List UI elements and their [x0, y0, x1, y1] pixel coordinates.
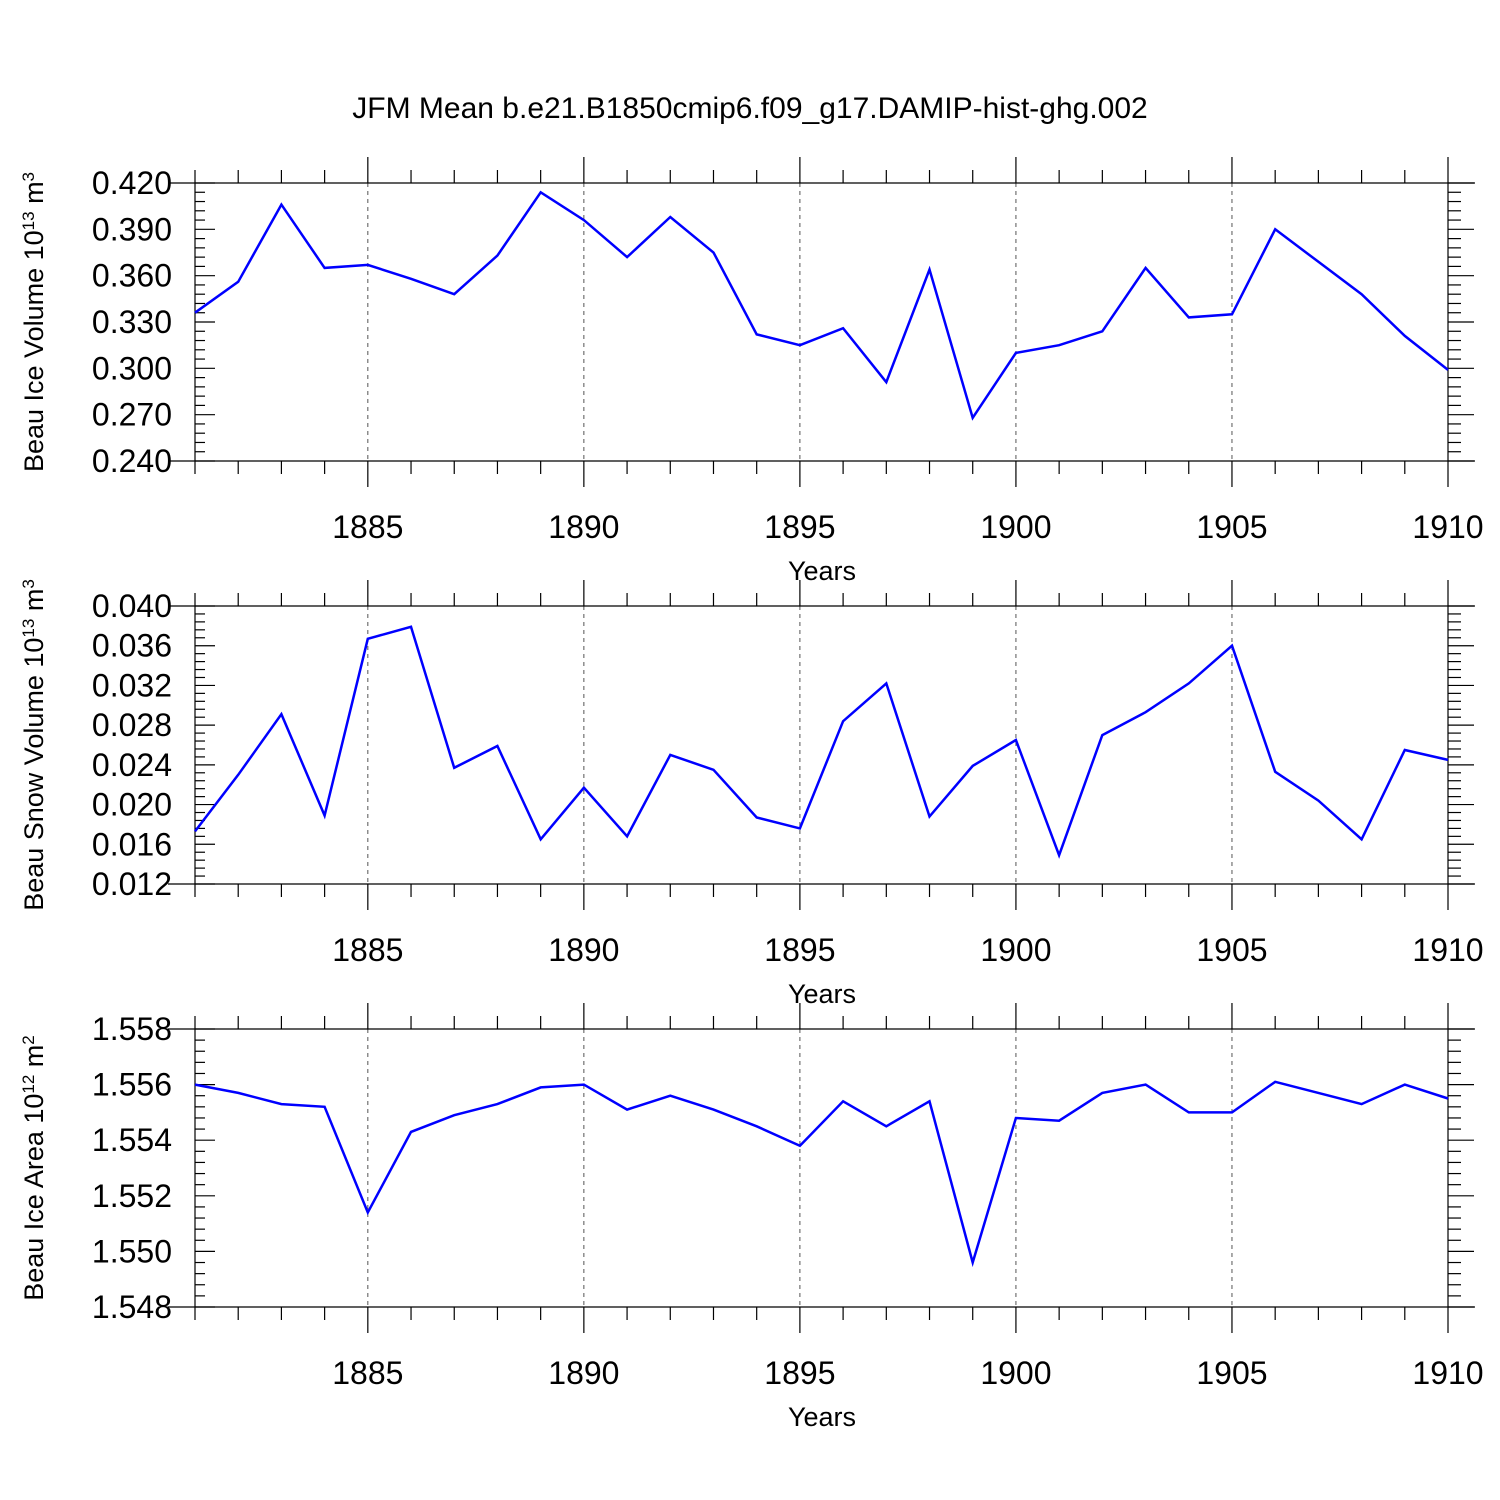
y-tick-label: 1.548 [92, 1289, 172, 1325]
x-tick-label: 1905 [1196, 932, 1267, 968]
y-axis-label-superscript: 13 [19, 211, 38, 230]
x-tick-label: 1910 [1412, 509, 1483, 545]
x-axis-label: Years [788, 979, 856, 1009]
chart-title: JFM Mean b.e21.B1850cmip6.f09_g17.DAMIP-… [352, 92, 1147, 125]
y-axis-label-superscript: 13 [19, 619, 38, 638]
y-axis-label-part: Beau Snow Volume 10 [19, 638, 49, 911]
y-axis-label-part: Beau Ice Volume 10 [19, 230, 49, 472]
y-axis-label: Beau Ice Volume 1013 m3 [19, 172, 50, 472]
panel-1: 0.240 0.270 0.300 0.330 0.360 0.390 0.420 1885 1… [19, 157, 1484, 586]
y-tick-label: 0.012 [92, 866, 172, 902]
y-axis-label-superscript: 3 [19, 172, 38, 181]
y-tick-label: 1.558 [92, 1011, 172, 1047]
y-tick-label: 0.240 [92, 443, 172, 479]
x-axis-label: Years [788, 556, 856, 586]
x-tick-label: 1885 [332, 1355, 403, 1391]
y-tick-label: 0.036 [92, 628, 172, 664]
y-tick-label: 1.556 [92, 1067, 172, 1103]
x-tick-label: 1900 [980, 932, 1051, 968]
x-tick-label: 1905 [1196, 1355, 1267, 1391]
y-tick-label: 0.330 [92, 304, 172, 340]
y-tick-label: 1.554 [92, 1122, 172, 1158]
y-axis-label-part: m [19, 1045, 49, 1075]
y-axis-label: Beau Snow Volume 1013 m3 [19, 579, 50, 911]
y-tick-label: 0.270 [92, 397, 172, 433]
x-tick-label: 1895 [764, 932, 835, 968]
x-tick-label: 1890 [548, 932, 619, 968]
x-tick-label: 1900 [980, 1355, 1051, 1391]
series-line [194, 1080, 1449, 1268]
x-tick-label: 1890 [548, 1355, 619, 1391]
x-tick-label: 1890 [548, 509, 619, 545]
y-tick-label: 0.020 [92, 787, 172, 823]
y-tick-label: 0.028 [92, 707, 172, 743]
y-tick-label: 0.390 [92, 211, 172, 247]
x-tick-label: 1895 [764, 1355, 835, 1391]
y-tick-label: 0.420 [92, 165, 172, 201]
y-axis-label-part: m [19, 589, 49, 619]
x-tick-label: 1900 [980, 509, 1051, 545]
y-tick-label: 0.300 [92, 350, 172, 386]
y-tick-label: 0.016 [92, 826, 172, 862]
x-tick-label: 1885 [332, 932, 403, 968]
y-tick-label: 0.032 [92, 667, 172, 703]
y-tick-label: 1.552 [92, 1178, 172, 1214]
y-axis-label-superscript: 2 [19, 1035, 38, 1044]
series-line [194, 625, 1449, 859]
y-axis-label-part: Beau Ice Area 10 [19, 1094, 49, 1301]
y-tick-label: 1.550 [92, 1233, 172, 1269]
panel-3: 1.548 1.550 1.552 1.554 1.556 1.558 1885 1890 18… [19, 1003, 1484, 1432]
x-tick-label: 1910 [1412, 1355, 1483, 1391]
x-tick-label: 1885 [332, 509, 403, 545]
x-axis-label: Years [788, 1402, 856, 1432]
x-tick-label: 1895 [764, 509, 835, 545]
y-axis-label-superscript: 3 [19, 579, 38, 588]
y-axis-label-superscript: 12 [19, 1075, 38, 1094]
y-tick-label: 0.024 [92, 747, 172, 783]
y-tick-label: 0.360 [92, 258, 172, 294]
x-tick-label: 1905 [1196, 509, 1267, 545]
y-tick-label: 0.040 [92, 588, 172, 624]
series-line [194, 190, 1449, 421]
x-tick-label: 1910 [1412, 932, 1483, 968]
y-axis-label: Beau Ice Area 1012 m2 [19, 1035, 50, 1301]
y-axis-label-part: m [19, 181, 49, 211]
